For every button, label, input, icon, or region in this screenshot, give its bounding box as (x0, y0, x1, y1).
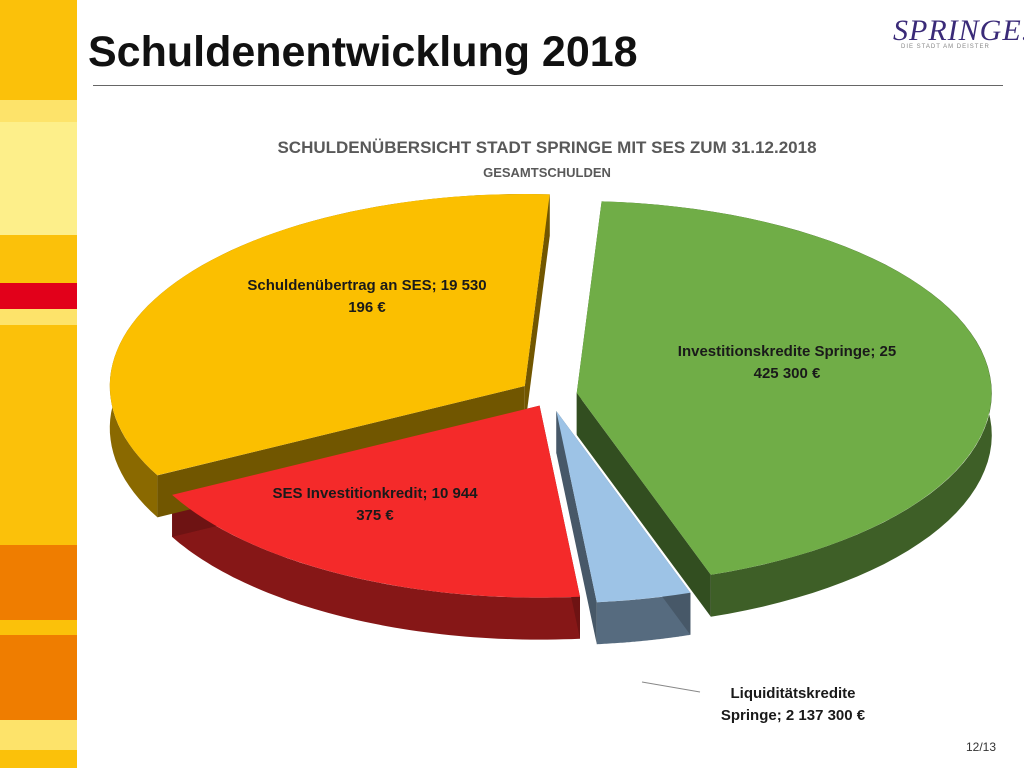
pie-slice (556, 411, 691, 603)
slice-label-line1: SES Investitionkredit; 10 944 (272, 485, 478, 502)
stripe-band (0, 309, 77, 325)
stripe-band (0, 750, 77, 768)
page-number: 12/13 (965, 740, 996, 754)
stripe-band (0, 635, 77, 720)
stripe-band (0, 720, 77, 750)
springe-logo: SPRINGE. DIE STADT AM DEISTER (893, 14, 1024, 54)
stripe-band (0, 0, 77, 100)
logo-wordmark: SPRINGE. (893, 14, 1024, 47)
logo-tagline: DIE STADT AM DEISTER (901, 44, 990, 50)
stripe-band (0, 325, 77, 545)
slice-label-line2: 196 € (348, 299, 386, 316)
slide-title: Schuldenentwicklung 2018 (88, 28, 638, 76)
slice-label-line1: Liquiditätskredite (730, 685, 855, 702)
slice-side (596, 592, 691, 645)
pie-slices (109, 194, 992, 645)
slice-wall (576, 393, 711, 617)
slice-labels: Investitionskredite Springe; 25 425 300 €… (247, 277, 896, 724)
decorative-stripe (0, 0, 77, 768)
pie-slice (576, 201, 992, 575)
slice-label-line2: Springe; 2 137 300 € (721, 707, 866, 724)
pie-chart: SCHULDENÜBERSICHT STADT SPRINGE MIT SES … (109, 138, 992, 724)
slice-wall (556, 411, 597, 645)
slice-label-line1: Investitionskredite Springe; 25 (678, 343, 896, 360)
slice-label-line2: 375 € (356, 507, 394, 524)
leader-line (641, 681, 701, 693)
stripe-band (0, 235, 77, 283)
slice-side (172, 494, 580, 640)
stripe-band (0, 620, 77, 635)
stripe-band (0, 545, 77, 620)
chart-subtitle: GESAMTSCHULDEN (483, 165, 611, 180)
stripe-band (0, 100, 77, 122)
slice-label-line1: Schuldenübertrag an SES; 19 530 (247, 277, 486, 294)
stripe-band (0, 122, 77, 235)
slice-wall (524, 194, 550, 429)
pie-slice (109, 194, 550, 476)
stripe-band (0, 283, 77, 309)
title-divider (93, 85, 1003, 86)
chart-title: SCHULDENÜBERSICHT STADT SPRINGE MIT SES … (277, 138, 816, 157)
slice-label-line2: 425 300 € (754, 365, 821, 382)
pie-slice (172, 405, 580, 598)
